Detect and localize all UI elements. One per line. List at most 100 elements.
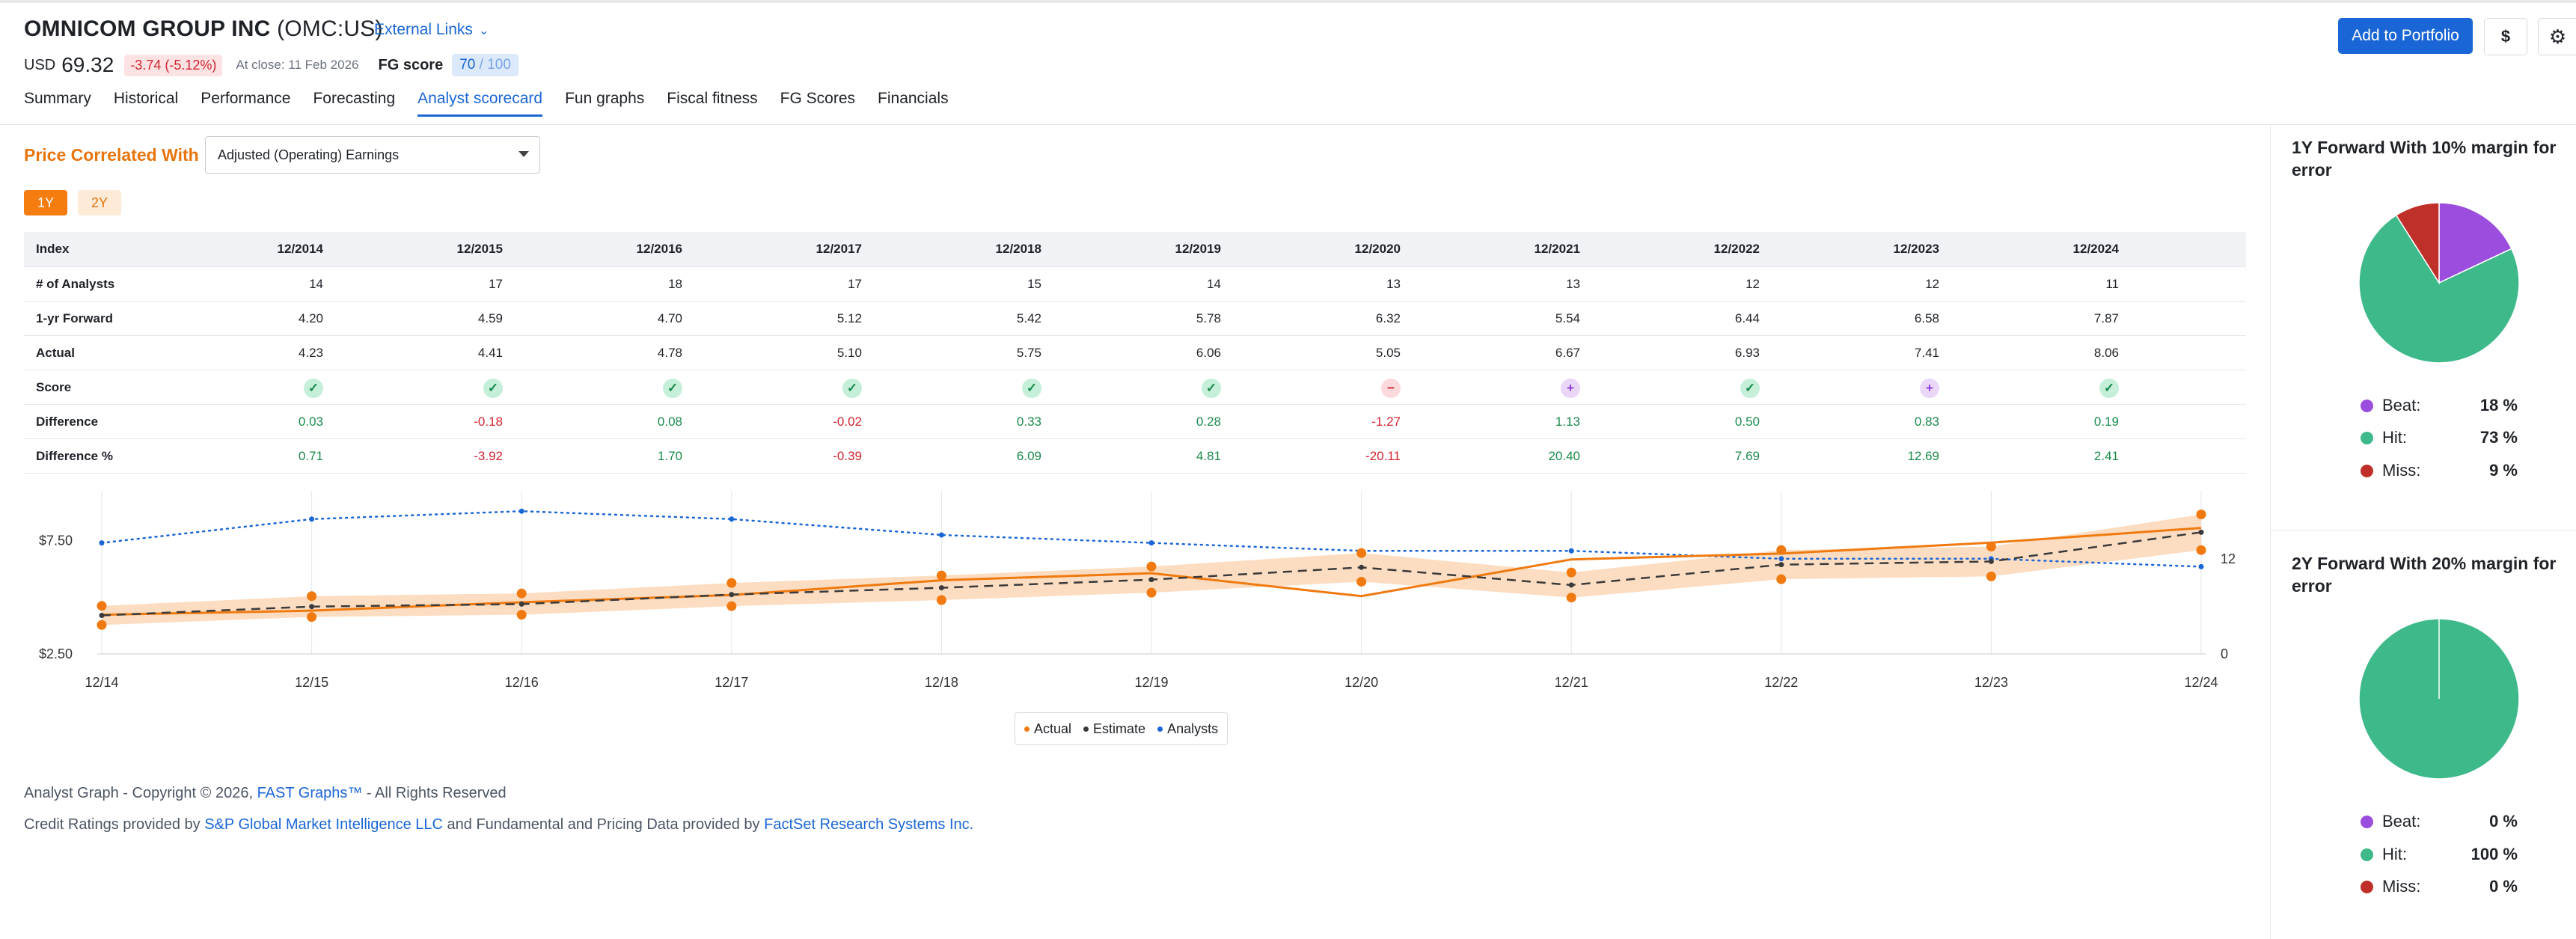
table-cell: 13 xyxy=(1566,277,1580,291)
table-cell: -0.18 xyxy=(474,415,503,429)
price-correlated-with-label: Price Correlated With xyxy=(24,145,199,165)
band-lower-point xyxy=(1356,576,1367,587)
score-cell: ✓ xyxy=(144,370,323,404)
price-change-badge: -3.74 (-5.12%) xyxy=(124,54,223,76)
stat-value: 73 % xyxy=(2479,428,2518,447)
fg-score-badge: 70 / 100 xyxy=(452,54,518,76)
credits-line: Credit Ratings provided by S&P Global Ma… xyxy=(24,816,973,834)
currency-button[interactable]: $ xyxy=(2484,18,2527,55)
stat-value: 0 % xyxy=(2489,812,2518,831)
tab-fiscal-fitness[interactable]: Fiscal fitness xyxy=(667,90,758,107)
score-cell: + xyxy=(1760,370,1939,404)
tab-fg-scores[interactable]: FG Scores xyxy=(780,90,856,107)
hit-dot-icon xyxy=(2361,431,2373,444)
gear-icon: ⚙ xyxy=(2548,25,2567,48)
table-cell: 12 xyxy=(1925,277,1939,291)
pie-slice-beat[interactable] xyxy=(2438,202,2512,284)
stat-label: Beat: xyxy=(2382,812,2421,831)
legend-item-analysts[interactable]: Analysts xyxy=(1157,721,1218,737)
score-cell: ✓ xyxy=(1939,370,2119,404)
external-links-dropdown[interactable]: External Links ⌄ xyxy=(374,21,489,39)
tab-analyst-scorecard[interactable]: Analyst scorecard xyxy=(417,90,543,117)
table-cell: 7.69 xyxy=(1734,449,1760,463)
price-summary: USD 69.32 -3.74 (-5.12%) At close: 11 Fe… xyxy=(24,52,518,78)
period-2y-button[interactable]: 2Y xyxy=(78,190,121,215)
x-tick-label: 12/18 xyxy=(925,675,958,690)
legend-item-actual[interactable]: Actual xyxy=(1024,721,1071,737)
miss-dot-icon xyxy=(2361,880,2373,893)
table-row: Difference % 0.71 -3.92 1.70 -0.39 6.09 4.81 -2… xyxy=(24,439,2246,474)
estimate-point xyxy=(99,613,105,619)
add-to-portfolio-button[interactable]: Add to Portfolio xyxy=(2338,18,2473,54)
band-upper-point xyxy=(1566,567,1576,578)
pie-slice-hit[interactable] xyxy=(2358,214,2520,364)
caret-down-icon xyxy=(518,151,529,157)
tab-fun-graphs[interactable]: Fun graphs xyxy=(565,90,645,107)
stat-2y-hit: Hit: 100 % xyxy=(2361,843,2518,866)
table-cell: 17 xyxy=(489,277,503,291)
pie-slice-miss[interactable] xyxy=(2395,202,2440,285)
right-panel xyxy=(2270,125,2576,939)
estimate-point xyxy=(1568,582,1574,588)
close-timestamp: At close: 11 Feb 2026 xyxy=(236,58,359,72)
y-tick-label-left: $7.50 xyxy=(39,533,73,548)
estimate-point xyxy=(2198,529,2204,535)
table-cell: 20.40 xyxy=(1548,449,1580,463)
copyright-prefix: Analyst Graph - Copyright © 2026, xyxy=(24,785,253,801)
x-tick-label: 12/16 xyxy=(505,675,539,690)
tab-performance[interactable]: Performance xyxy=(201,90,291,107)
y-tick-label-right: 12 xyxy=(2221,551,2236,566)
fg-score-value: 70 xyxy=(459,57,476,73)
analysts-point xyxy=(2198,563,2204,569)
period-1y-button[interactable]: 1Y xyxy=(24,190,67,215)
row-label: Difference % xyxy=(36,449,113,463)
band-upper-point xyxy=(1776,545,1787,555)
band-upper-point xyxy=(2196,510,2206,520)
band-upper-point xyxy=(1986,542,1996,552)
column-header: 12/2016 xyxy=(636,242,682,256)
factset-link[interactable]: FactSet Research Systems Inc. xyxy=(764,816,974,833)
table-cell: 0.83 xyxy=(1914,415,1939,429)
table-cell: 6.44 xyxy=(1734,311,1760,325)
table-row: Score ✓ ✓ ✓ ✓ ✓ ✓ − + ✓ + ✓ xyxy=(24,370,2246,405)
score-cell: ✓ xyxy=(682,370,862,404)
score-hit-icon: ✓ xyxy=(304,378,323,398)
table-cell: 4.78 xyxy=(657,346,682,360)
fast-graphs-link[interactable]: FAST Graphs™ xyxy=(257,785,363,801)
column-header: 12/2024 xyxy=(2072,242,2119,256)
column-header: 12/2022 xyxy=(1713,242,1760,256)
metric-select[interactable]: Adjusted (Operating) Earnings xyxy=(205,136,540,174)
fg-score-label: FG score xyxy=(378,56,444,73)
stat-1y-hit: Hit: 73 % xyxy=(2361,426,2518,449)
stat-label: Hit: xyxy=(2382,428,2407,447)
tab-forecasting[interactable]: Forecasting xyxy=(313,90,396,107)
stat-label: Hit: xyxy=(2382,845,2407,863)
table-cell: -20.11 xyxy=(1365,449,1401,463)
table-cell: 4.41 xyxy=(477,346,503,360)
score-hit-icon: ✓ xyxy=(1740,378,1760,398)
panel-1y-title: 1Y Forward With 10% margin for error xyxy=(2292,138,2557,180)
metric-select-value: Adjusted (Operating) Earnings xyxy=(218,147,400,162)
y-tick-label-right: 0 xyxy=(2221,646,2228,661)
tab-summary[interactable]: Summary xyxy=(24,90,91,107)
table-cell: 5.78 xyxy=(1196,311,1221,325)
table-cell: 4.23 xyxy=(298,346,323,360)
analysts-point xyxy=(1148,540,1154,546)
hit-dot-icon xyxy=(2361,848,2373,861)
table-cell: 1.13 xyxy=(1555,415,1580,429)
legend-estimate-label: Estimate xyxy=(1093,721,1146,736)
legend-item-estimate[interactable]: Estimate xyxy=(1083,721,1145,737)
x-tick-label: 12/14 xyxy=(85,675,118,690)
table-cell: 0.08 xyxy=(657,415,682,429)
band-lower-point xyxy=(1776,574,1787,584)
stat-2y-beat: Beat: 0 % xyxy=(2361,810,2518,833)
estimate-point xyxy=(1148,577,1154,583)
sp-global-link[interactable]: S&P Global Market Intelligence LLC xyxy=(204,816,443,833)
table-cell: 5.12 xyxy=(836,311,862,325)
settings-button[interactable]: ⚙ xyxy=(2538,18,2576,55)
band-lower-point xyxy=(516,610,527,620)
tab-historical[interactable]: Historical xyxy=(113,90,179,107)
estimate-point xyxy=(729,592,735,598)
stat-2y-miss: Miss: 0 % xyxy=(2361,875,2518,898)
tab-financials[interactable]: Financials xyxy=(878,90,949,107)
